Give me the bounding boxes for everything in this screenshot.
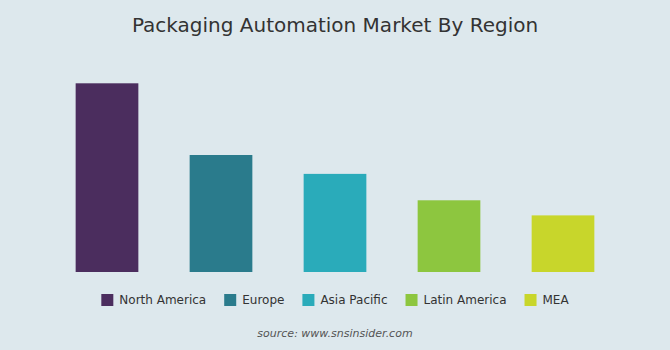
- legend-label: Asia Pacific: [320, 293, 387, 307]
- legend-label: North America: [119, 293, 206, 307]
- legend-item: Latin America: [406, 293, 507, 307]
- legend-swatch: [525, 294, 537, 306]
- page: {"chart_data": {"type": "bar", "title": …: [0, 0, 670, 350]
- bar: [190, 155, 253, 272]
- chart-container: Packaging Automation Market By Region Nor…: [0, 0, 670, 350]
- legend-item: Europe: [224, 293, 284, 307]
- legend-label: Latin America: [424, 293, 507, 307]
- chart-svg: Packaging Automation Market By Region Nor…: [0, 0, 670, 350]
- source-note: source: www.snsinsider.com: [257, 327, 412, 340]
- bar: [76, 83, 139, 272]
- bar: [304, 174, 367, 272]
- legend-swatch: [406, 294, 418, 306]
- bar: [532, 215, 595, 272]
- bars: [76, 83, 595, 272]
- legend-label: Europe: [242, 293, 284, 307]
- legend-item: Asia Pacific: [302, 293, 387, 307]
- legend-item: North America: [101, 293, 206, 307]
- bar: [418, 200, 481, 272]
- legend-swatch: [224, 294, 236, 306]
- legend-swatch: [302, 294, 314, 306]
- legend-swatch: [101, 294, 113, 306]
- legend: North America Europe Asia Pacific Latin Ame…: [101, 293, 569, 307]
- background: [0, 0, 670, 350]
- title: Packaging Automation Market By Region: [132, 13, 538, 37]
- legend-item: MEA: [525, 293, 570, 307]
- legend-label: MEA: [543, 293, 570, 307]
